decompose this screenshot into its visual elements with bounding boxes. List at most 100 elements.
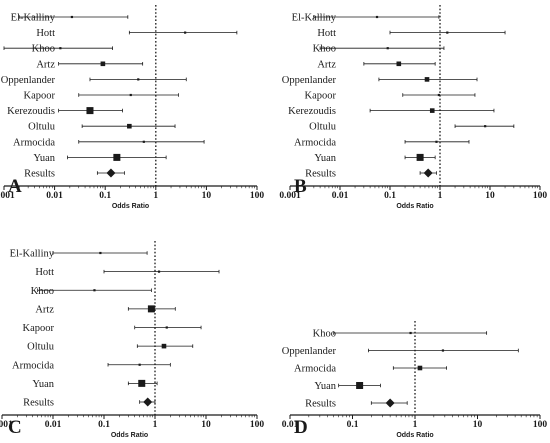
panel-letter-a: A <box>8 176 22 197</box>
point-estimate-kerezoudis-panel-b <box>429 108 435 113</box>
row-label-results-panel-c: Results <box>23 398 54 409</box>
x-tick-label-panel-b: 100 <box>533 191 548 201</box>
row-label-artz-panel-a: Artz <box>36 59 55 70</box>
summary-diamond-panel-a <box>106 168 116 178</box>
row-label-el-kalliny-panel-a: El-Kalliny <box>11 13 56 24</box>
x-tick-label-panel-b: 10 <box>485 191 495 201</box>
x-tick-label-panel-d: 0.01 <box>282 420 299 430</box>
point-estimate-el-kalliny-panel-a <box>70 15 74 19</box>
point-estimate-artz-panel-a <box>100 61 106 67</box>
summary-diamond-panel-d <box>385 398 395 408</box>
x-tick-label-panel-a: 0.1 <box>99 191 111 201</box>
summary-diamond-panel-b <box>423 168 433 178</box>
x-tick-label-panel-c: 10 <box>201 420 211 430</box>
panel-letter-c: C <box>8 417 22 438</box>
point-estimate-oltulu-panel-c <box>161 343 167 349</box>
row-label-yuan-panel-c: Yuan <box>32 379 54 390</box>
x-tick-label-panel-d: 100 <box>533 420 548 430</box>
point-estimate-khoo-panel-b <box>386 47 389 50</box>
row-label-oppenlander-panel-b: Oppenlander <box>282 75 337 86</box>
panel-letter-d: D <box>294 417 308 438</box>
point-estimate-oppenlander-panel-d <box>441 349 445 352</box>
point-estimate-artz-panel-c <box>147 305 155 313</box>
row-label-hott-panel-a: Hott <box>36 28 55 39</box>
point-estimate-el-kalliny-panel-c <box>99 251 102 255</box>
row-label-khoo-panel-b: Khoo <box>313 44 336 55</box>
row-label-results-panel-b: Results <box>305 169 336 180</box>
point-estimate-artz-panel-b <box>396 61 402 67</box>
row-label-yuan-panel-a: Yuan <box>33 153 55 164</box>
x-axis-title-panel-a: Odds Ratio <box>112 203 149 210</box>
point-estimate-oppenlander-panel-b <box>424 77 430 82</box>
point-estimate-armocida-panel-b <box>435 140 438 143</box>
point-estimate-yuan-panel-d <box>356 382 364 389</box>
row-label-kapoor-panel-b: Kapoor <box>305 91 337 102</box>
x-tick-label-panel-a: 0.01 <box>46 191 63 201</box>
row-label-results-panel-d: Results <box>305 399 336 410</box>
row-label-oppenlander-panel-a: Oppenlander <box>1 75 56 86</box>
row-label-results-panel-a: Results <box>24 169 55 180</box>
point-estimate-yuan-panel-a <box>113 153 121 161</box>
x-tick-label-panel-a: 10 <box>202 191 212 201</box>
x-tick-label-panel-b: 0.1 <box>384 191 396 201</box>
row-label-hott-panel-b: Hott <box>317 28 336 39</box>
point-estimate-kapoor-panel-c <box>165 326 168 329</box>
row-label-yuan-panel-d: Yuan <box>314 381 336 392</box>
row-label-kerezoudis-panel-a: Kerezoudis <box>7 106 55 117</box>
point-estimate-yuan-panel-c <box>138 379 146 387</box>
x-tick-label-panel-d: 10 <box>473 420 483 430</box>
forest-plot-panel-d: 0.01 0.1 1 10 100 Odds Ratio D Khoo Oppenlander A… <box>282 321 548 439</box>
x-axis-title-panel-c: Odds Ratio <box>111 432 148 439</box>
row-label-khoo-panel-a: Khoo <box>32 44 55 55</box>
point-estimate-kapoor-panel-a <box>129 93 132 97</box>
forest-plot-panel-c: 0.001 0.01 0.1 1 10 100 Odds Ratio C El-Kalliny H… <box>0 241 264 439</box>
row-label-armocida-panel-a: Armocida <box>13 137 55 148</box>
row-label-kapoor-panel-a: Kapoor <box>24 91 56 102</box>
point-estimate-khoo-panel-d <box>409 331 412 335</box>
point-estimate-armocida-panel-a <box>142 140 145 143</box>
x-tick-label-panel-c: 100 <box>250 420 265 430</box>
x-tick-label-panel-b: 0.001 <box>279 191 301 201</box>
row-label-khoo-panel-c: Khoo <box>31 286 54 297</box>
x-tick-label-panel-b: 0.01 <box>332 191 349 201</box>
row-label-oltulu-panel-a: Oltulu <box>28 122 56 133</box>
row-label-hott-panel-c: Hott <box>35 267 54 278</box>
row-label-el-kalliny-panel-c: El-Kalliny <box>10 249 55 260</box>
point-estimate-armocida-panel-c <box>138 363 141 366</box>
row-label-kapoor-panel-c: Kapoor <box>23 323 55 334</box>
row-label-armocida-panel-c: Armocida <box>12 360 54 371</box>
row-label-armocida-panel-d: Armocida <box>294 364 336 375</box>
point-estimate-hott-panel-a <box>184 31 187 34</box>
x-tick-label-panel-a: 100 <box>250 191 265 201</box>
point-estimate-hott-panel-b <box>446 31 449 34</box>
forest-plot-panel-a: 0.001 0.01 0.1 1 10 100 Odds Ratio A El-Kalliny H… <box>0 5 264 210</box>
row-label-armocida-panel-b: Armocida <box>294 137 336 148</box>
row-label-artz-panel-c: Artz <box>35 304 54 315</box>
x-axis-title-panel-b: Odds Ratio <box>396 203 433 210</box>
x-tick-label-panel-a: 0.001 <box>0 191 15 201</box>
x-tick-label-panel-a: 1 <box>153 191 158 201</box>
x-tick-label-panel-c: 0.01 <box>45 420 62 430</box>
row-label-oltulu-panel-b: Oltulu <box>309 122 337 133</box>
point-estimate-armocida-panel-d <box>417 365 423 371</box>
point-estimate-oppenlander-panel-a <box>137 78 140 81</box>
row-label-yuan-panel-b: Yuan <box>314 153 336 164</box>
point-estimate-khoo-panel-c <box>93 289 96 292</box>
point-estimate-el-kalliny-panel-b <box>375 15 379 19</box>
row-label-oltulu-panel-c: Oltulu <box>27 342 55 353</box>
x-tick-label-panel-c: 1 <box>153 420 158 430</box>
summary-diamond-panel-c <box>143 397 153 407</box>
point-estimate-yuan-panel-b <box>416 153 424 161</box>
x-tick-label-panel-c: 0.1 <box>98 420 110 430</box>
row-label-artz-panel-b: Artz <box>317 59 336 70</box>
point-estimate-kerezoudis-panel-a <box>86 107 94 115</box>
x-tick-label-panel-d: 0.1 <box>347 420 359 430</box>
x-tick-label-panel-c: 0.001 <box>0 420 13 430</box>
row-label-kerezoudis-panel-b: Kerezoudis <box>288 106 336 117</box>
x-tick-label-panel-d: 1 <box>413 420 418 430</box>
x-tick-label-panel-b: 1 <box>438 191 443 201</box>
row-label-oppenlander-panel-d: Oppenlander <box>282 346 337 357</box>
point-estimate-oltulu-panel-a <box>127 123 132 129</box>
